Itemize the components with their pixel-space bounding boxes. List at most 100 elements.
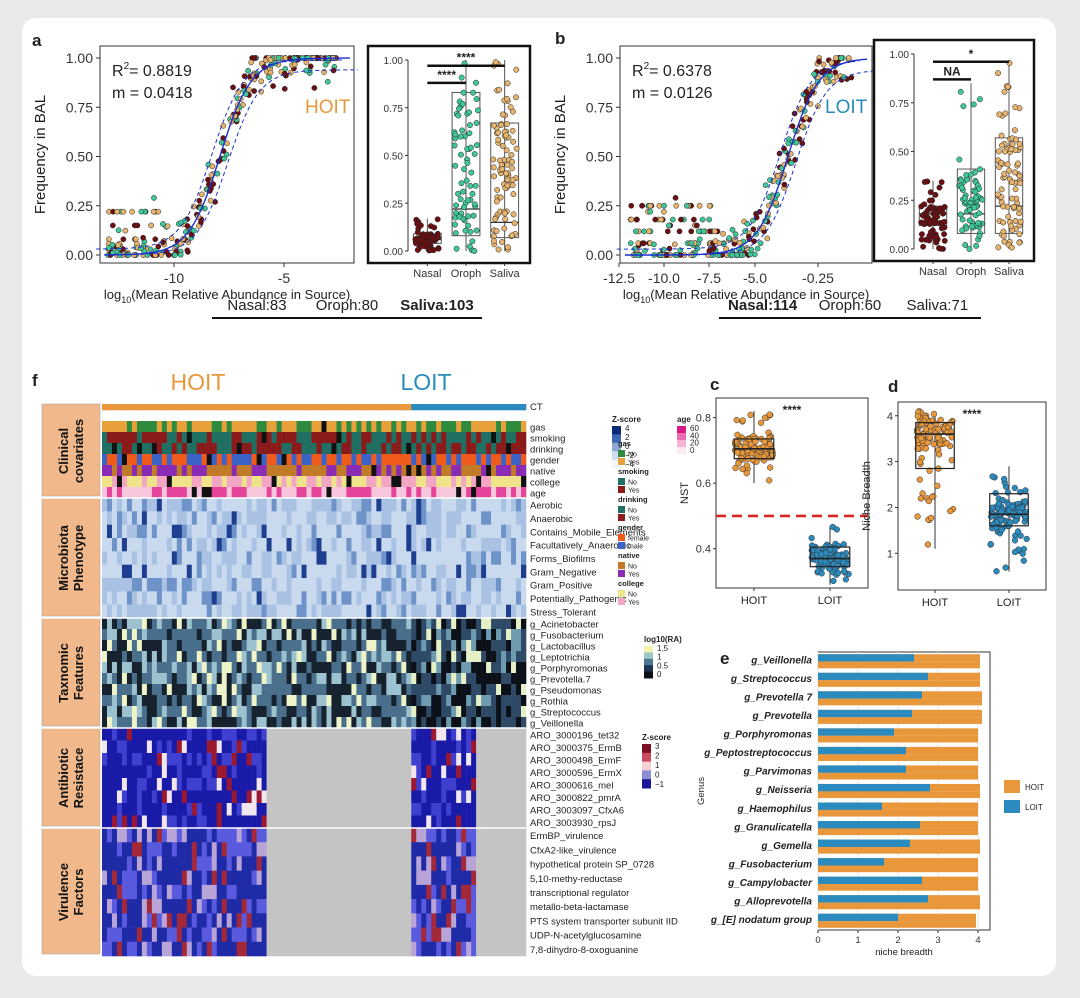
heatmap-cell (136, 551, 143, 565)
heatmap-cell (186, 651, 193, 663)
heatmap-cell (456, 684, 462, 696)
heatmap-cell (451, 651, 457, 663)
heatmap-cell (301, 706, 307, 718)
heatmap-cell (396, 454, 402, 466)
heatmap-cell (286, 728, 292, 741)
heatmap-cell (116, 728, 123, 741)
heatmap-cell (211, 498, 218, 512)
heatmap-cell (411, 629, 417, 641)
heatmap-cell (271, 828, 277, 843)
heatmap-cell (351, 432, 357, 444)
heatmap-cell (346, 487, 352, 499)
heatmap-cell (491, 578, 497, 592)
heatmap-row-label: ErmBP_virulence (530, 831, 603, 842)
box-point (1005, 213, 1012, 220)
heatmap-cell (391, 465, 397, 477)
heatmap-cell (156, 765, 163, 779)
heatmap-cell (226, 578, 232, 592)
heatmap-cell (106, 765, 113, 779)
heatmap-cell (316, 618, 322, 630)
heatmap-cell (466, 404, 472, 411)
heatmap-cell (486, 432, 492, 444)
heatmap-cell (451, 899, 457, 914)
heatmap-cell (201, 640, 208, 652)
heatmap-cell (381, 511, 387, 525)
heatmap-cell (221, 856, 228, 871)
heatmap-cell (102, 591, 108, 605)
heatmap-cell (306, 564, 312, 579)
heatmap-cell (516, 662, 522, 674)
heatmap-cell (116, 591, 123, 605)
heatmap-cell (171, 728, 178, 741)
heatmap-cell (246, 941, 252, 957)
heatmap-cell (436, 404, 442, 411)
box-point (495, 136, 502, 143)
heatmap-cell (296, 476, 302, 488)
heatmap-cell (241, 706, 247, 718)
heatmap-cell (301, 684, 307, 696)
heatmap-cell (126, 803, 133, 816)
heatmap-cell (506, 454, 512, 466)
heatmap-cell (151, 564, 158, 579)
heatmap-cell (141, 717, 148, 729)
heatmap-cell (106, 564, 113, 579)
box-point (504, 244, 511, 251)
heatmap-cell (181, 740, 188, 754)
box-point (504, 95, 510, 102)
heatmap-cell (406, 753, 412, 766)
heatmap-cell (461, 564, 467, 579)
heatmap-cell (416, 591, 422, 605)
heatmap-cell (246, 899, 252, 914)
heatmap-cell (441, 498, 447, 512)
heatmap-cell (506, 524, 512, 539)
heatmap-cell (441, 717, 447, 729)
heatmap-cell (111, 842, 118, 857)
heatmap-cell (486, 717, 492, 729)
heatmap-cell (416, 524, 422, 539)
heatmap-cell (261, 717, 267, 729)
heatmap-cell (266, 421, 272, 433)
heatmap-cell (196, 640, 203, 652)
heatmap-cell (421, 717, 427, 729)
heatmap-cell (346, 618, 352, 630)
heatmap-cell (496, 717, 502, 729)
heatmap-cell (376, 564, 382, 579)
heatmap-cell (141, 765, 148, 779)
heatmap-cell (436, 803, 442, 816)
heatmap-cell (291, 578, 297, 592)
heatmap-cell (476, 591, 482, 605)
heatmap-cell (451, 476, 457, 488)
heatmap-cell (296, 498, 302, 512)
heatmap-cell (416, 803, 422, 816)
scatter-point (823, 79, 830, 85)
heatmap-cell (116, 498, 123, 512)
heatmap-cell (166, 870, 173, 886)
scatter-point (248, 59, 255, 66)
heatmap-cell (326, 443, 332, 455)
heatmap-cell (246, 778, 252, 791)
heatmap-cell (341, 856, 347, 871)
heatmap-cell (131, 498, 138, 512)
heatmap-cell (102, 640, 108, 652)
heatmap-cell (356, 673, 362, 685)
heatmap-cell (486, 604, 492, 619)
heatmap-cell (241, 524, 247, 539)
heatmap-cell (496, 790, 502, 804)
heatmap-cell (346, 498, 352, 512)
scatter-point (322, 61, 329, 68)
heatmap-cell (311, 604, 317, 619)
heatmap-cell (431, 476, 437, 488)
heatmap-cell (151, 790, 158, 804)
heatmap-cell (311, 538, 317, 552)
heatmap-cell (321, 465, 327, 477)
heatmap-cell (181, 604, 188, 619)
heatmap-cell (301, 640, 307, 652)
heatmap-cell (106, 662, 113, 674)
heatmap-cell (111, 717, 118, 729)
heatmap-cell (421, 454, 427, 466)
heatmap-cell (351, 740, 357, 754)
heatmap-cell (516, 454, 522, 466)
heatmap-cell (161, 454, 168, 466)
heatmap-cell (121, 740, 128, 754)
heatmap-cell (511, 790, 517, 804)
